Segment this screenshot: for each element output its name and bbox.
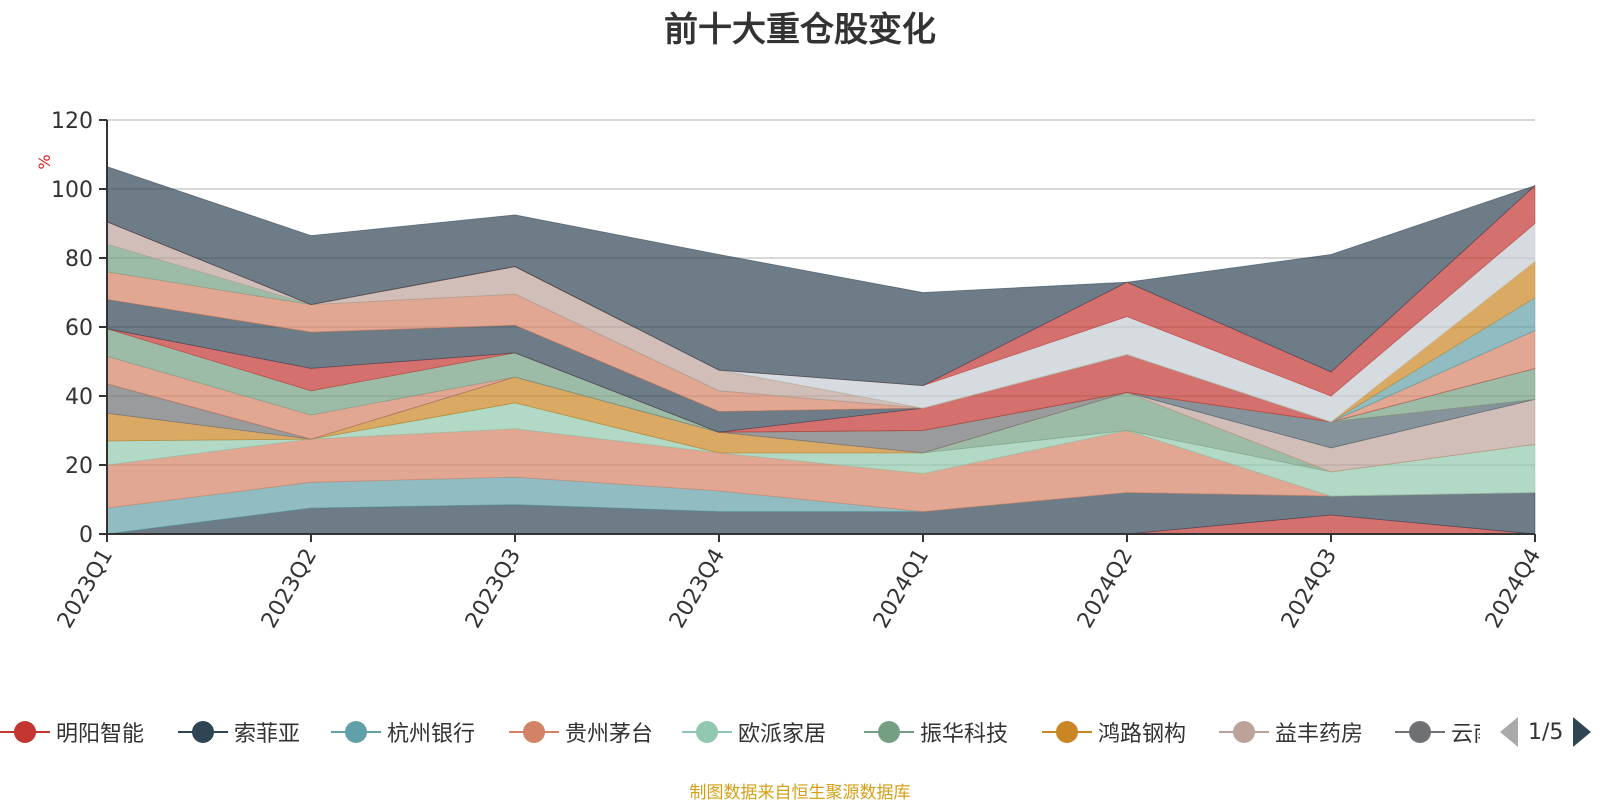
legend-marker-icon bbox=[178, 721, 228, 743]
legend-marker-icon bbox=[864, 721, 914, 743]
legend-item[interactable]: 索菲亚 bbox=[178, 710, 300, 754]
legend-item[interactable]: 振华科技 bbox=[864, 710, 1008, 754]
legend-label: 索菲亚 bbox=[234, 722, 301, 747]
y-axis-label: % bbox=[35, 154, 54, 169]
legend-item[interactable]: 明阳智能 bbox=[0, 710, 144, 754]
legend-next-page-icon[interactable] bbox=[1573, 717, 1592, 747]
y-tick-label: 120 bbox=[51, 109, 93, 134]
legend-marker-icon bbox=[1042, 721, 1092, 743]
legend-marker-icon bbox=[682, 721, 732, 743]
x-tick-label: 2023Q1 bbox=[53, 545, 118, 633]
legend-page-indicator: 1/5 bbox=[1528, 719, 1564, 745]
legend-item[interactable]: 云南 bbox=[1395, 710, 1480, 754]
x-tick-label: 2023Q2 bbox=[257, 545, 322, 633]
stacked-areas bbox=[106, 166, 1536, 535]
legend-item[interactable]: 欧派家居 bbox=[682, 710, 826, 754]
legend-label: 振华科技 bbox=[920, 722, 1009, 747]
legend-item[interactable]: 杭州银行 bbox=[331, 710, 475, 754]
legend-label: 云南 bbox=[1451, 722, 1480, 747]
y-tick-label: 60 bbox=[65, 316, 93, 341]
legend-label: 明阳智能 bbox=[56, 722, 145, 747]
chart-title: 前十大重仓股变化 bbox=[664, 10, 936, 50]
legend-prev-page-icon[interactable] bbox=[1500, 717, 1518, 747]
legend-marker-icon bbox=[1395, 721, 1445, 743]
x-tick-label: 2023Q3 bbox=[461, 545, 526, 633]
legend-label: 鸿路钢构 bbox=[1098, 722, 1187, 747]
x-tick-label: 2024Q1 bbox=[869, 545, 934, 633]
y-tick-label: 100 bbox=[51, 178, 93, 203]
x-tick-label: 2024Q3 bbox=[1277, 545, 1342, 633]
x-tick-label: 2024Q2 bbox=[1073, 545, 1138, 633]
legend-marker-icon bbox=[1219, 721, 1269, 743]
legend-marker-icon bbox=[0, 721, 50, 743]
legend-item[interactable]: 益丰药房 bbox=[1219, 710, 1363, 754]
legend-marker-icon bbox=[331, 721, 381, 743]
legend: 明阳智能 索菲亚 杭州银行 贵州茅台 欧派家居 振华科技 鸿路钢构 益丰药房 云南 bbox=[0, 710, 1480, 754]
legend-label: 欧派家居 bbox=[738, 722, 827, 747]
legend-marker-icon bbox=[509, 721, 559, 743]
legend-label: 杭州银行 bbox=[387, 722, 476, 747]
source-note: 制图数据来自恒生聚源数据库 bbox=[689, 783, 911, 803]
legend-pager: 1/5 bbox=[1500, 714, 1592, 750]
x-tick-label: 2023Q4 bbox=[665, 545, 730, 633]
legend-item[interactable]: 贵州茅台 bbox=[509, 710, 653, 754]
x-tick-label: 2024Q4 bbox=[1481, 545, 1546, 633]
area-series-21[interactable] bbox=[106, 166, 1536, 387]
legend-item[interactable]: 鸿路钢构 bbox=[1042, 710, 1186, 754]
y-tick-label: 40 bbox=[65, 385, 93, 410]
y-tick-label: 80 bbox=[65, 247, 93, 272]
y-tick-label: 20 bbox=[65, 454, 93, 479]
legend-label: 贵州茅台 bbox=[565, 722, 654, 747]
y-tick-label: 0 bbox=[79, 523, 93, 548]
legend-label: 益丰药房 bbox=[1275, 722, 1364, 747]
